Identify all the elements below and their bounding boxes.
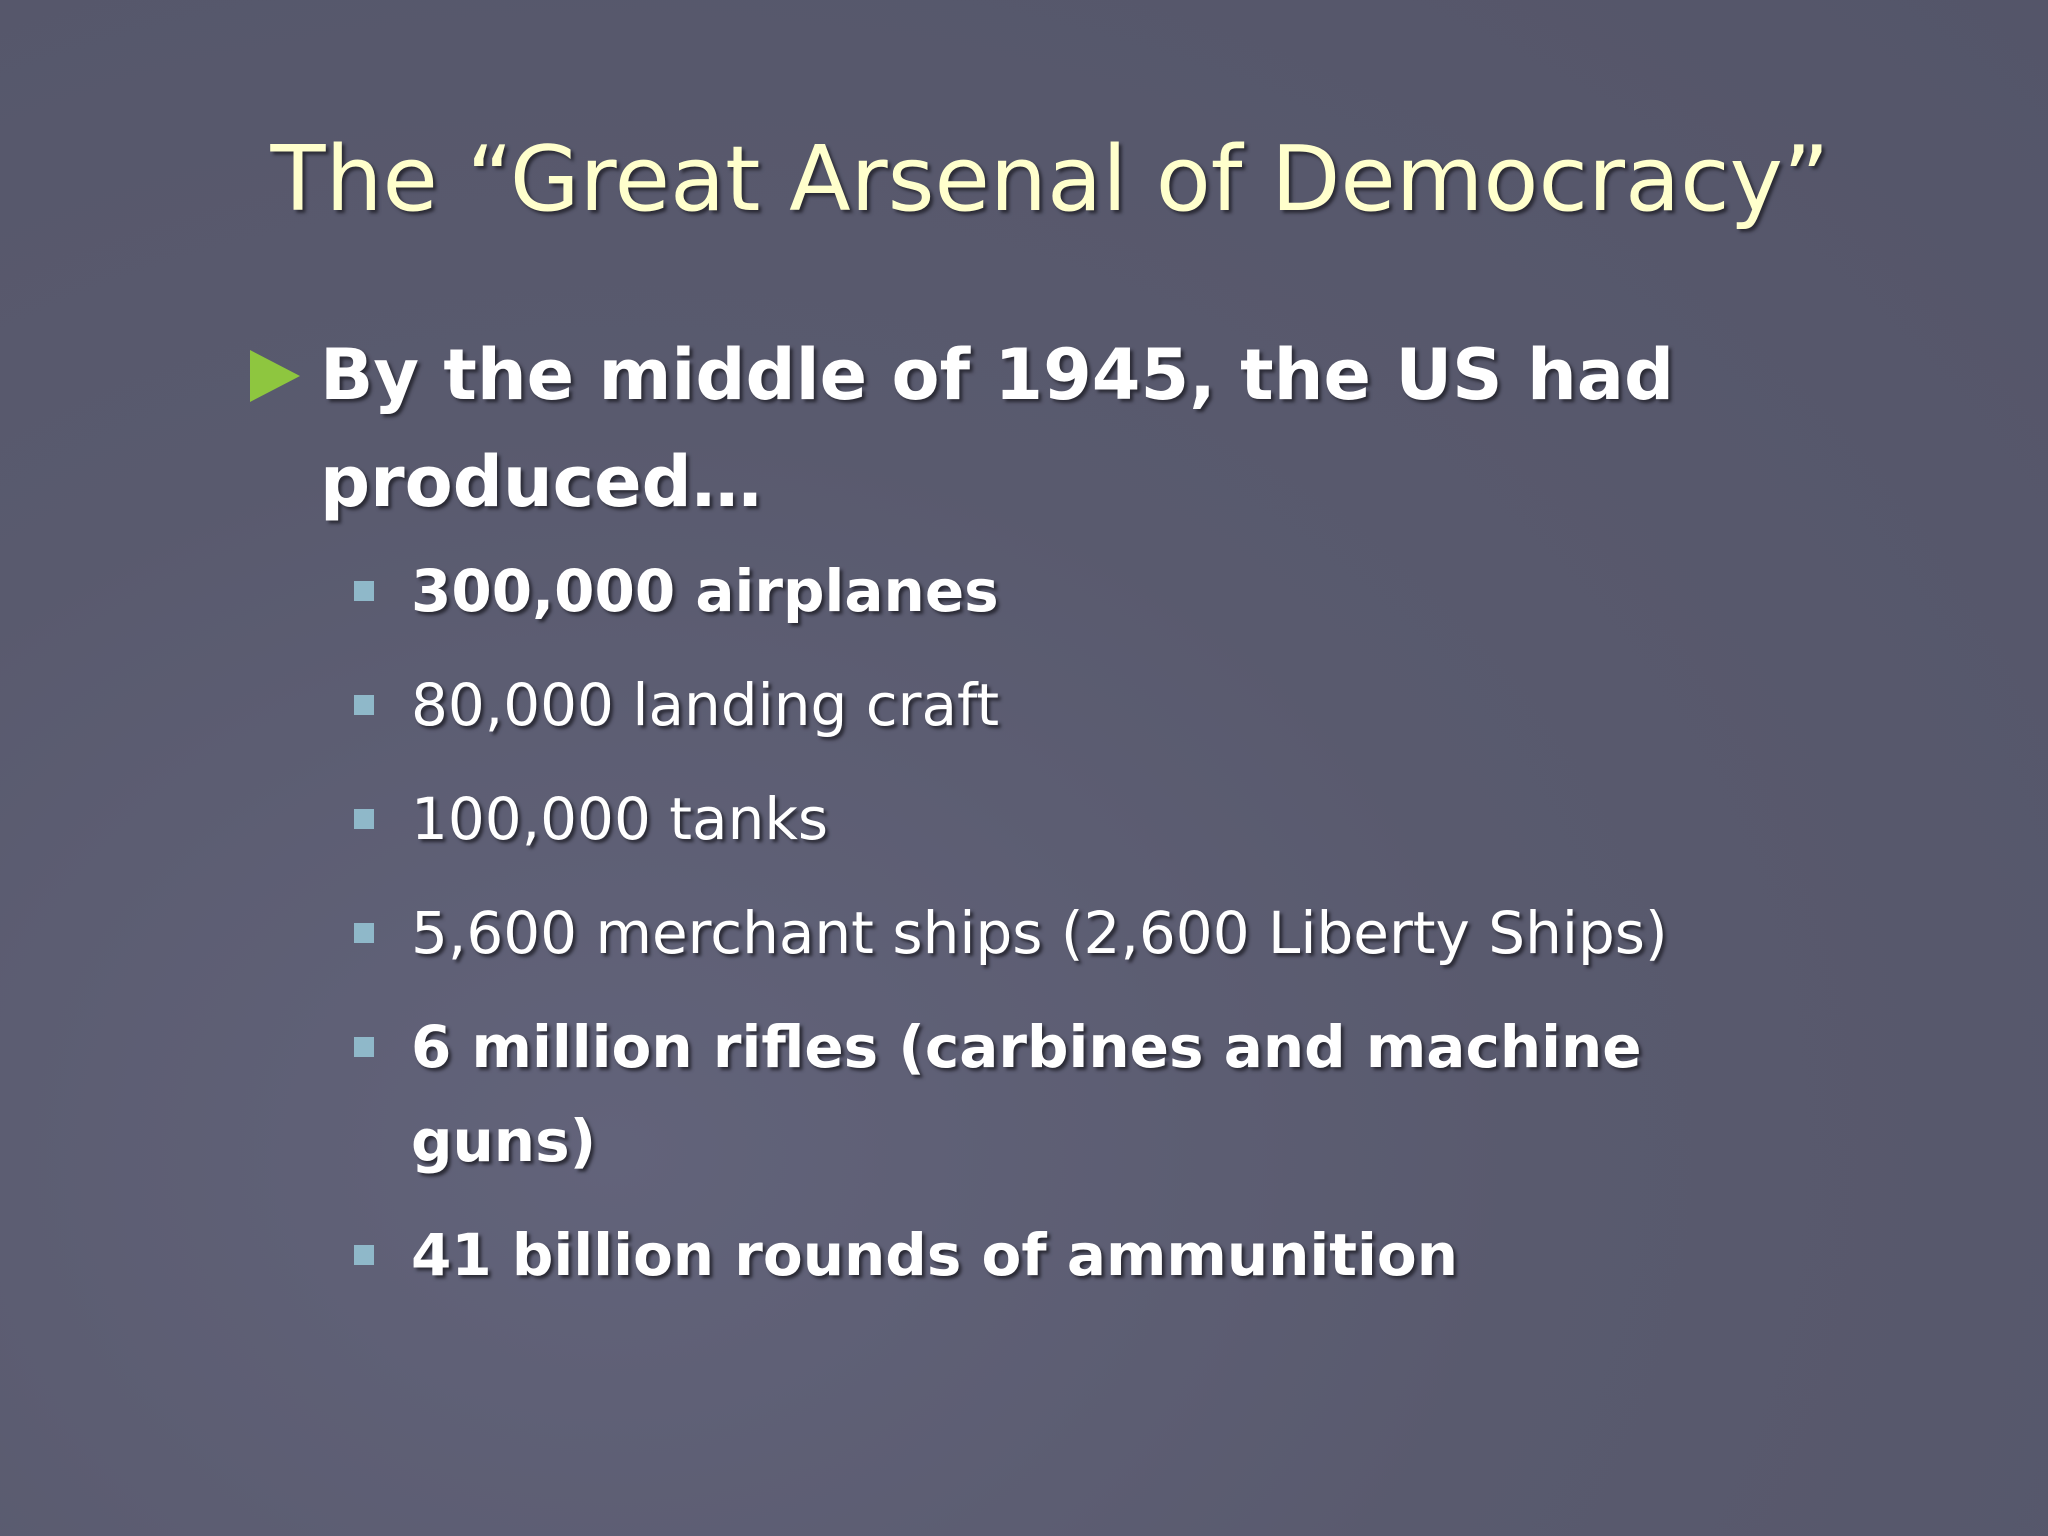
sub-bullet: 5,600 merchant ships (2,600 Liberty Ship… [250,886,1751,980]
bullet-square [354,695,374,715]
bullet-arrow [250,350,300,402]
sub-bullet-text: 80,000 landing craft [411,671,1000,739]
main-bullet-text: By the middle of 1945, the US had produc… [320,334,1675,523]
sub-bullet: 300,000 airplanes [250,544,1751,638]
slide-title: The “Great Arsenal of Democracy” [270,127,1830,232]
bullet-square [354,1037,374,1057]
slide-body: By the middle of 1945, the US had produc… [250,322,1810,1322]
sub-bullet: 80,000 landing craft [250,658,1751,752]
sub-bullet: 41 billion rounds of ammunition [250,1208,1751,1302]
bullet-square [354,809,374,829]
sub-bullet: 100,000 tanks [250,772,1751,866]
sub-bullet-list: 300,000 airplanes 80,000 landing craft 100… [250,544,1810,1302]
bullet-square [354,1245,374,1265]
sub-bullet: 6 million rifles (carbines and machine g… [250,1000,1751,1188]
sub-bullet-text: 6 million rifles (carbines and machine g… [411,1013,1642,1175]
sub-bullet-text: 5,600 merchant ships (2,600 Liberty Ship… [411,899,1668,967]
sub-bullet-text: 300,000 airplanes [411,557,999,625]
bullet-square [354,923,374,943]
sub-bullet-text: 41 billion rounds of ammunition [411,1221,1459,1289]
sub-bullet-text: 100,000 tanks [411,785,829,853]
main-bullet: By the middle of 1945, the US had produc… [250,322,1740,536]
bullet-square [354,581,374,601]
